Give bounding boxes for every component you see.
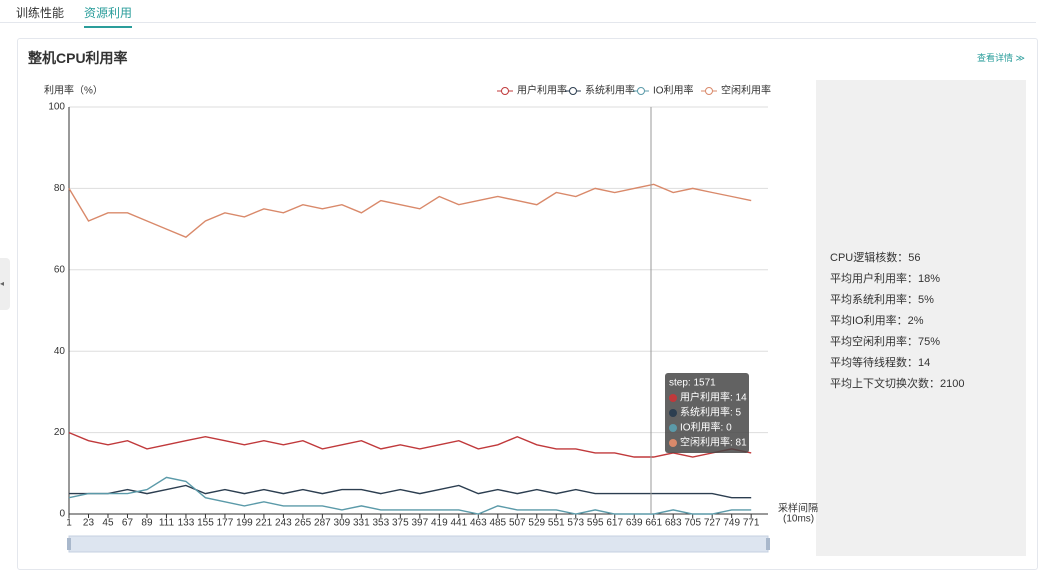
x-tick-label: 111 [159,518,175,529]
tooltip-line: step: 1571 [669,378,716,389]
legend-label: 系统利用率 [585,84,635,97]
y-tick-label: 0 [59,509,65,520]
x-tick-label: 551 [548,518,565,529]
y-tick-label: 40 [54,346,66,357]
card-title: 整机CPU利用率 [28,50,128,66]
x-axis-unit: (10ms) [783,514,814,525]
x-tick-label: 683 [665,518,682,529]
tooltip-dot [669,424,677,432]
stat: 平均用户利用率：18% [830,273,941,285]
x-tick-label: 727 [704,518,721,529]
x-axis-label: 采样间隔 [778,502,818,515]
y-tick-label: 20 [54,427,66,438]
legend-label: 用户利用率 [517,84,567,97]
x-tick-label: 375 [392,518,409,529]
x-tick-label: 243 [275,518,292,529]
x-tick-label: 661 [645,518,662,529]
legend-marker [569,87,577,95]
stat: 平均IO利用率：2% [830,315,924,327]
tooltip-line: 空闲利用率: 81 [680,436,747,449]
x-tick-label: 177 [217,518,234,529]
slider-handle[interactable] [67,538,71,550]
x-tick-label: 23 [83,518,95,529]
x-tick-label: 573 [567,518,584,529]
y-tick-label: 60 [54,264,66,275]
y-axis-label: 利用率（%） [44,84,103,97]
x-tick-label: 265 [295,518,312,529]
tooltip-line: 用户利用率: 14 [680,391,747,404]
x-tick-label: 529 [528,518,545,529]
x-tick-label: 45 [102,518,114,529]
series-line [68,476,752,515]
detail-link[interactable]: 查看详情 ≫ [977,53,1025,63]
y-tick-label: 80 [54,183,66,194]
collapse-handle[interactable]: ◂ [0,258,10,310]
side-panel [816,80,1026,556]
x-tick-label: 639 [626,518,643,529]
series-line [68,431,752,458]
legend-label: IO利用率 [653,84,694,97]
x-tick-label: 441 [450,518,467,529]
x-tick-label: 133 [178,518,195,529]
x-tick-label: 507 [509,518,526,529]
stat: 平均系统利用率：5% [830,294,934,306]
legend-marker [705,87,713,95]
tooltip-line: 系统利用率: 5 [680,406,742,419]
x-tick-label: 199 [236,518,253,529]
tooltip-dot [669,439,677,447]
legend-label: 空闲利用率 [721,84,771,97]
x-tick-label: 67 [122,518,134,529]
x-tick-label: 1 [66,518,72,529]
x-tick-label: 309 [334,518,351,529]
legend-marker [637,87,645,95]
x-tick-label: 749 [723,518,740,529]
series-line [69,484,752,499]
x-tick-label: 595 [587,518,604,529]
x-tick-label: 485 [489,518,506,529]
x-tick-label: 331 [353,518,370,529]
stat: 平均空闲利用率：75% [830,336,941,348]
x-tick-label: 463 [470,518,487,529]
tooltip [665,373,749,453]
tab-active[interactable]: 资源利用 [84,4,133,28]
x-tick-label: 397 [411,518,428,529]
slider-handle[interactable] [766,538,770,550]
stat: 平均等待线程数：14 [830,357,931,369]
tooltip-dot [669,394,677,402]
zoom-slider[interactable] [68,535,769,553]
x-tick-label: 353 [373,518,390,529]
tooltip-dot [669,409,677,417]
tab[interactable]: 训练性能 [16,6,65,20]
x-tick-label: 771 [743,518,760,529]
y-tick-label: 100 [48,102,65,113]
x-tick-label: 287 [314,518,331,529]
x-tick-label: 705 [684,518,701,529]
stat: CPU逻辑核数：56 [830,252,921,264]
x-tick-label: 89 [141,518,153,529]
x-tick-label: 617 [606,518,623,529]
stat: 平均上下文切换次数：2100 [830,378,965,390]
tooltip-line: IO利用率: 0 [680,421,732,434]
series-line [68,183,752,239]
x-tick-label: 155 [197,518,214,529]
x-tick-label: 419 [431,518,448,529]
x-tick-label: 221 [256,518,273,529]
tab-divider [0,22,1036,23]
legend-marker [501,87,509,95]
